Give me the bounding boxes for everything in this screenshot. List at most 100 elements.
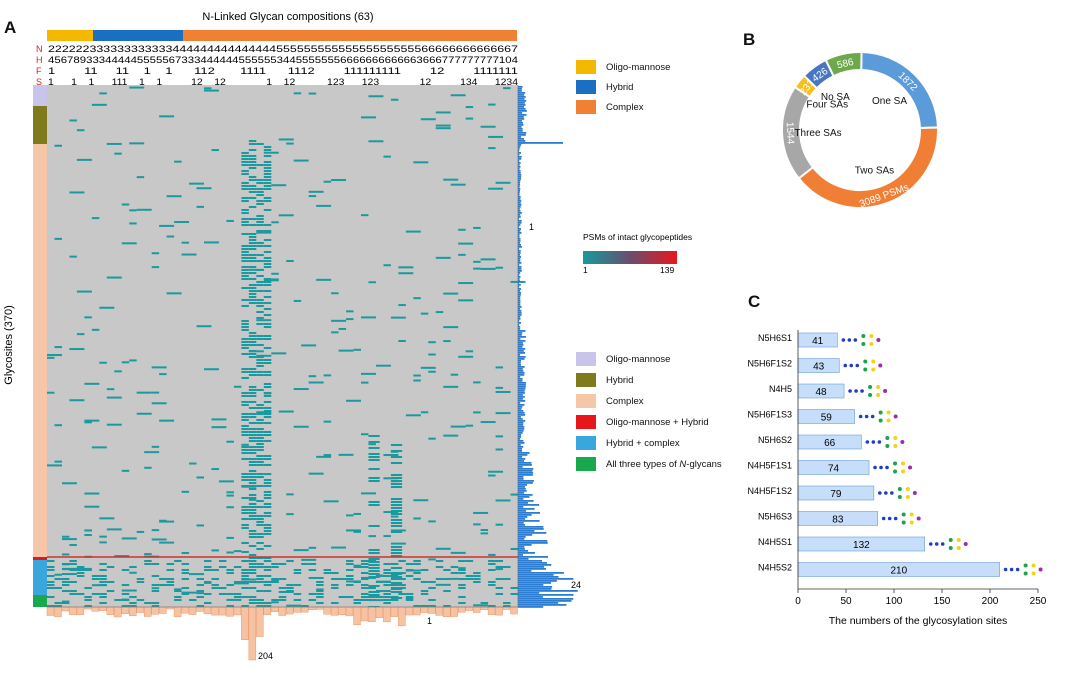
heatmap-cell xyxy=(166,563,175,565)
right-hist-bar xyxy=(518,518,526,520)
heatmap-cell xyxy=(263,347,272,349)
heatmap-cell xyxy=(458,567,466,570)
heatmap-cell xyxy=(331,578,339,580)
heatmap-cell xyxy=(196,524,204,527)
heatmap-cell xyxy=(248,341,257,343)
right-hist-bar xyxy=(518,572,564,574)
heatmap-cell xyxy=(256,200,264,202)
heatmap-cell xyxy=(458,578,466,580)
right-hist-bar xyxy=(518,482,533,484)
heatmap-cell xyxy=(121,469,130,472)
heatmap-cell xyxy=(256,506,264,508)
heatmap-cell xyxy=(256,440,264,442)
right-hist-bar xyxy=(518,354,521,356)
glycan-glyph-dot xyxy=(878,418,883,423)
heatmap-cell xyxy=(241,212,249,214)
heatmap-cell xyxy=(390,504,403,506)
heatmap-cell xyxy=(61,578,70,580)
heatmap-cell xyxy=(353,564,361,567)
heatmap-cell xyxy=(263,302,272,304)
heatmap-cell xyxy=(405,569,414,571)
glycan-glyph-dot xyxy=(890,491,894,495)
heatmap-cell xyxy=(375,575,384,577)
heatmap-cell xyxy=(390,591,403,593)
heatmap-cell xyxy=(204,241,219,244)
heatmap-cell xyxy=(263,497,272,499)
glycan-glyph-dot xyxy=(1023,563,1028,568)
heatmap-cell xyxy=(136,530,145,533)
heatmap-cell xyxy=(443,578,451,580)
heatmap-cell xyxy=(151,445,160,448)
heatmap-cell xyxy=(121,569,130,571)
heatmap-cell xyxy=(181,587,190,589)
heatmap-cell xyxy=(495,390,511,393)
right-hist-bar xyxy=(518,352,526,354)
heatmap-cell xyxy=(241,344,249,346)
heatmap-cell xyxy=(361,116,376,119)
heatmap-cell xyxy=(218,560,227,562)
heatmap-cell xyxy=(346,575,354,577)
heatmap-cell xyxy=(256,581,264,583)
heatmap-cell xyxy=(241,518,249,520)
heatmap-cell xyxy=(338,578,347,580)
heatmap-cell xyxy=(286,560,294,562)
right-hist-bar xyxy=(518,292,522,294)
glycan-glyph-dot xyxy=(849,363,854,368)
right-hist-bar xyxy=(518,284,521,286)
glycan-glyph-dot xyxy=(885,465,889,470)
bottom-hist-bar xyxy=(151,606,159,615)
heatmap-cell xyxy=(256,500,264,502)
heatmap-cell xyxy=(353,599,361,601)
bottom-hist-bar xyxy=(143,606,152,617)
heatmap-cell xyxy=(308,563,317,565)
heatmap-cell xyxy=(256,407,264,409)
right-hist-bar xyxy=(518,264,520,266)
heatmap-cell xyxy=(293,584,302,586)
heatmap-cell xyxy=(196,584,204,586)
heatmap-cell xyxy=(256,518,264,520)
heatmap-cell xyxy=(151,538,167,541)
heatmap-cell xyxy=(256,290,264,292)
right-hist-bar xyxy=(518,550,529,552)
heatmap-cell xyxy=(263,569,272,571)
glycan-glyph-dot xyxy=(877,440,882,444)
heatmap-cell xyxy=(241,581,249,583)
heatmap-cell xyxy=(286,604,302,607)
heatmap-cell xyxy=(390,555,403,557)
heatmap-cell xyxy=(84,587,92,589)
right-hist-bar xyxy=(518,438,521,440)
heatmap-cell xyxy=(248,332,257,334)
glycan-glyph-dot xyxy=(940,542,945,546)
heatmap-cell xyxy=(99,306,115,309)
heatmap-cell xyxy=(114,555,130,558)
heatmap-cell xyxy=(361,596,369,598)
right-hist-bar xyxy=(518,600,572,602)
heatmap-cell xyxy=(241,224,249,226)
heatmap-cell xyxy=(47,596,55,598)
heatmap-cell xyxy=(241,329,249,331)
heatmap-cell xyxy=(278,410,294,413)
heatmap-cell xyxy=(263,197,272,199)
right-hist-bar xyxy=(518,250,521,252)
heatmap-cell xyxy=(211,418,227,421)
heatmap-cell xyxy=(390,498,403,500)
heatmap-cell xyxy=(248,560,257,562)
heatmap-cell xyxy=(263,557,272,559)
heatmap-cell xyxy=(480,421,496,424)
heatmap-cell xyxy=(136,176,145,179)
heatmap-cell xyxy=(368,549,380,551)
right-hist-bar xyxy=(518,128,523,130)
heatmap-cell xyxy=(248,596,257,598)
heatmap-cell xyxy=(503,566,511,568)
heatmap-cell xyxy=(458,572,466,574)
heatmap-cell xyxy=(189,462,197,465)
heatmap-cell xyxy=(47,605,55,607)
bottom-hist-bar xyxy=(114,606,122,618)
right-hist-bar xyxy=(518,252,521,254)
heatmap-cell xyxy=(488,103,496,106)
heatmap-cell xyxy=(390,507,403,509)
heatmap-cell xyxy=(226,491,234,494)
heatmap-cell xyxy=(256,566,264,568)
heatmap-cell xyxy=(121,584,130,586)
heatmap-cell xyxy=(226,536,234,539)
